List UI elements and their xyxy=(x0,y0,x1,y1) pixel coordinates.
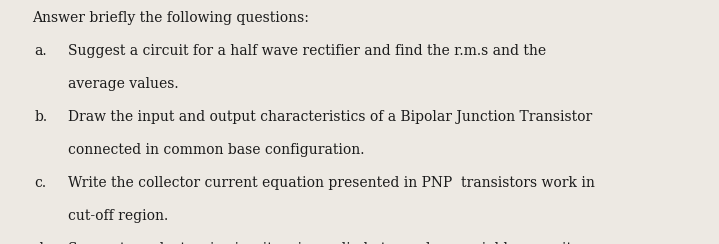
Text: Suggest an electronic circuit  using a diode to work as variable capacitor.: Suggest an electronic circuit using a di… xyxy=(68,242,590,244)
Text: d.: d. xyxy=(35,242,47,244)
Text: connected in common base configuration.: connected in common base configuration. xyxy=(68,143,365,157)
Text: a.: a. xyxy=(35,44,47,58)
Text: Suggest a circuit for a half wave rectifier and find the r.m.s and the: Suggest a circuit for a half wave rectif… xyxy=(68,44,546,58)
Text: average values.: average values. xyxy=(68,77,179,91)
Text: Write the collector current equation presented in PNP  transistors work in: Write the collector current equation pre… xyxy=(68,176,595,190)
Text: Draw the input and output characteristics of a Bipolar Junction Transistor: Draw the input and output characteristic… xyxy=(68,110,592,124)
Text: c.: c. xyxy=(35,176,47,190)
Text: cut-off region.: cut-off region. xyxy=(68,209,168,223)
Text: b.: b. xyxy=(35,110,47,124)
Text: Answer briefly the following questions:: Answer briefly the following questions: xyxy=(32,11,309,25)
